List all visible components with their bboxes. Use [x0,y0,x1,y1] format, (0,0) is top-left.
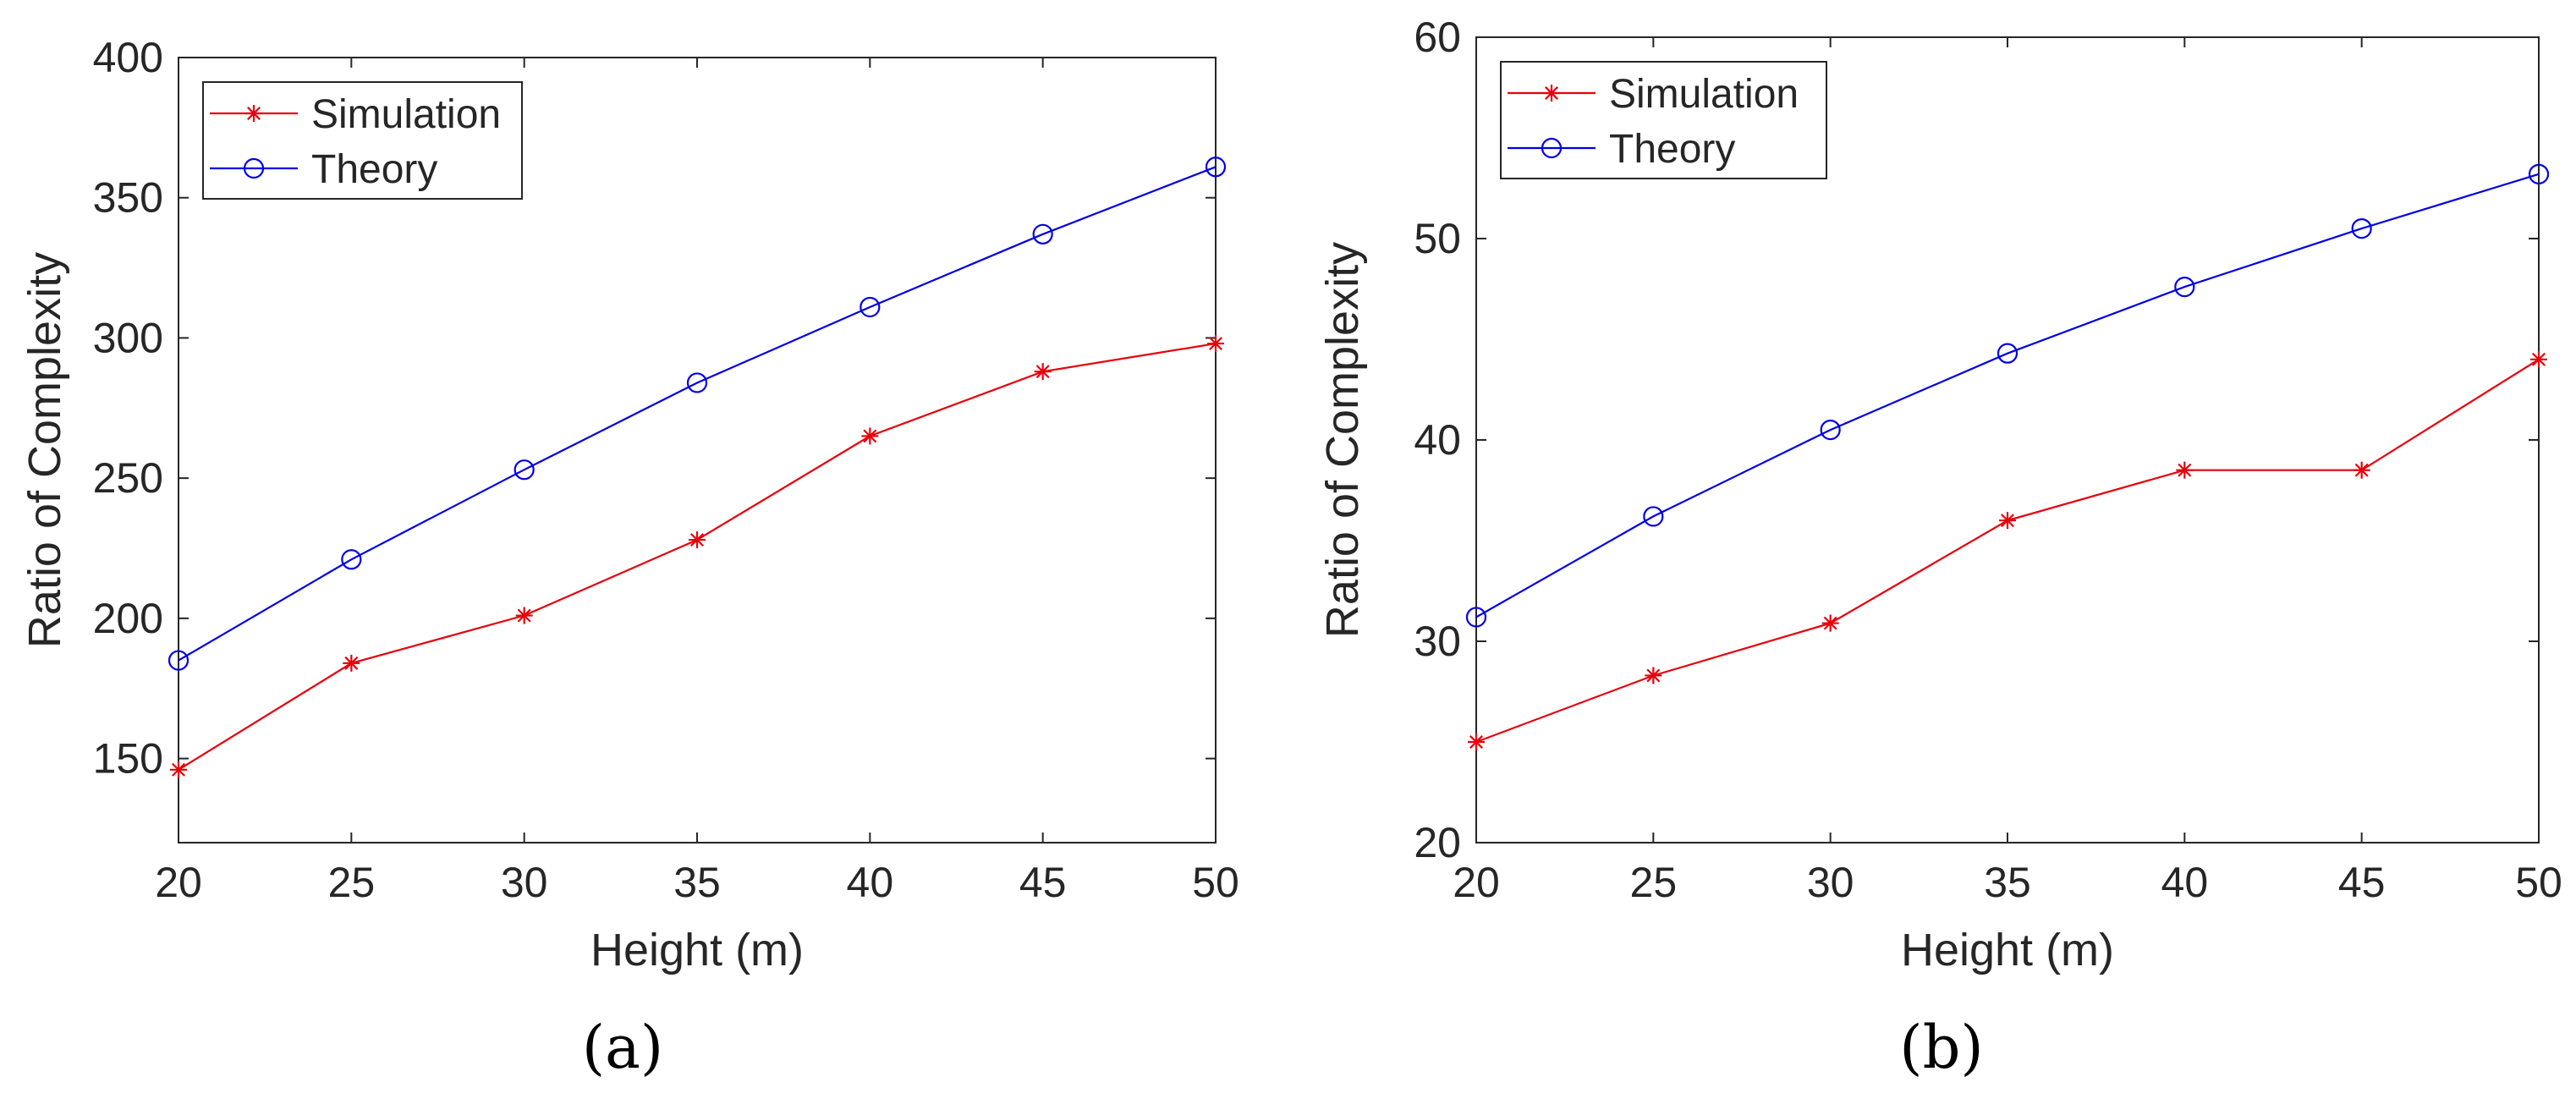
data-point-theory [860,296,881,318]
y-tick-label: 20 [1414,819,1461,866]
data-point-theory [1205,157,1227,178]
legend-marker-asterisk [1543,85,1560,102]
data-point-theory [514,459,535,481]
data-point-simulation [1821,614,1839,632]
x-tick-label: 25 [328,859,376,906]
x-tick-label: 45 [2338,859,2386,906]
panel-caption: (a) [582,1013,663,1082]
y-tick-label: 300 [93,314,163,361]
data-point-simulation [1034,363,1052,381]
data-point-theory [1820,420,1841,441]
x-tick-label: 20 [1453,859,1500,906]
legend-entry-theory: Theory [1508,127,1735,172]
data-point-simulation [1999,512,2016,530]
series-simulation [170,335,1224,778]
data-point-simulation [1645,667,1662,684]
y-tick-label: 250 [93,454,163,502]
x-tick-label: 35 [673,859,721,906]
x-axis-label: Height (m) [590,925,804,975]
data-point-theory [2351,218,2372,239]
data-point-simulation [1468,734,1485,750]
series-line-theory [1475,173,2540,618]
legend: Simulation Theory [202,81,523,200]
x-tick-label: 40 [2161,859,2209,906]
data-point-simulation [515,607,533,624]
data-point-simulation [2176,461,2194,479]
y-tick-label: 350 [93,174,163,222]
x-tick-label: 35 [1984,859,2031,906]
data-point-simulation [861,427,879,445]
data-point-simulation [2530,350,2547,368]
legend-entry-simulation: Simulation [210,92,501,137]
legend: Simulation Theory [1500,61,1827,179]
x-tick-label: 30 [1807,859,1854,906]
legend-marker-circle [1541,137,1563,159]
legend-label: Theory [1609,127,1735,172]
y-tick-label: 60 [1414,14,1461,61]
x-tick-label: 50 [2515,859,2562,906]
data-point-theory [1032,223,1053,245]
data-point-theory [1997,343,2019,364]
legend-entry-theory: Theory [210,147,437,192]
y-tick-label: 40 [1414,416,1461,464]
y-tick-label: 30 [1414,618,1461,665]
legend-box [202,81,523,200]
data-point-simulation [2353,461,2370,479]
legend-marker-asterisk [245,105,262,122]
x-tick-label: 40 [847,859,894,906]
legend-label: Simulation [311,92,501,137]
x-tick-label: 20 [155,859,202,906]
chart-panel-a: 20 25 30 35 40 45 50 150 200 250 300 350 400 Height (… [19,34,1239,1082]
data-point-theory [2528,163,2550,184]
x-axis-label: Height (m) [1901,925,2114,975]
panel-caption: (b) [1899,1013,1983,1082]
data-point-simulation [1207,335,1224,353]
data-point-simulation [689,531,706,549]
chart-panel-b: 20 25 30 35 40 45 50 20 30 40 50 60 Height (m) Ratio … [1317,14,2562,1082]
y-tick-label: 50 [1414,215,1461,262]
series-line-theory [178,166,1217,662]
data-point-theory [1465,607,1487,628]
data-point-simulation [170,761,187,778]
y-axis-label: Ratio of Complexity [1317,242,1368,638]
y-tick-label: 200 [93,595,163,642]
data-point-theory [686,372,708,393]
series-theory [1465,163,2550,628]
series-theory [168,157,1227,671]
x-tick-label: 25 [1630,859,1678,906]
x-tick-label: 50 [1192,859,1239,906]
legend-marker-circle [243,157,265,179]
y-tick-label: 150 [93,735,163,783]
series-simulation [1468,350,2547,750]
legend-label: Simulation [1609,72,1799,117]
legend-entry-simulation: Simulation [1508,72,1799,117]
data-point-theory [168,650,189,671]
data-point-theory [2174,277,2195,298]
data-point-theory [341,549,362,570]
legend-box [1500,61,1827,179]
x-tick-label: 30 [501,859,548,906]
data-point-theory [1643,506,1664,527]
x-tick-label: 45 [1019,859,1067,906]
legend-label: Theory [311,147,437,192]
y-tick-label: 400 [93,34,163,81]
y-axis-label: Ratio of Complexity [19,252,70,648]
data-point-simulation [343,654,360,672]
